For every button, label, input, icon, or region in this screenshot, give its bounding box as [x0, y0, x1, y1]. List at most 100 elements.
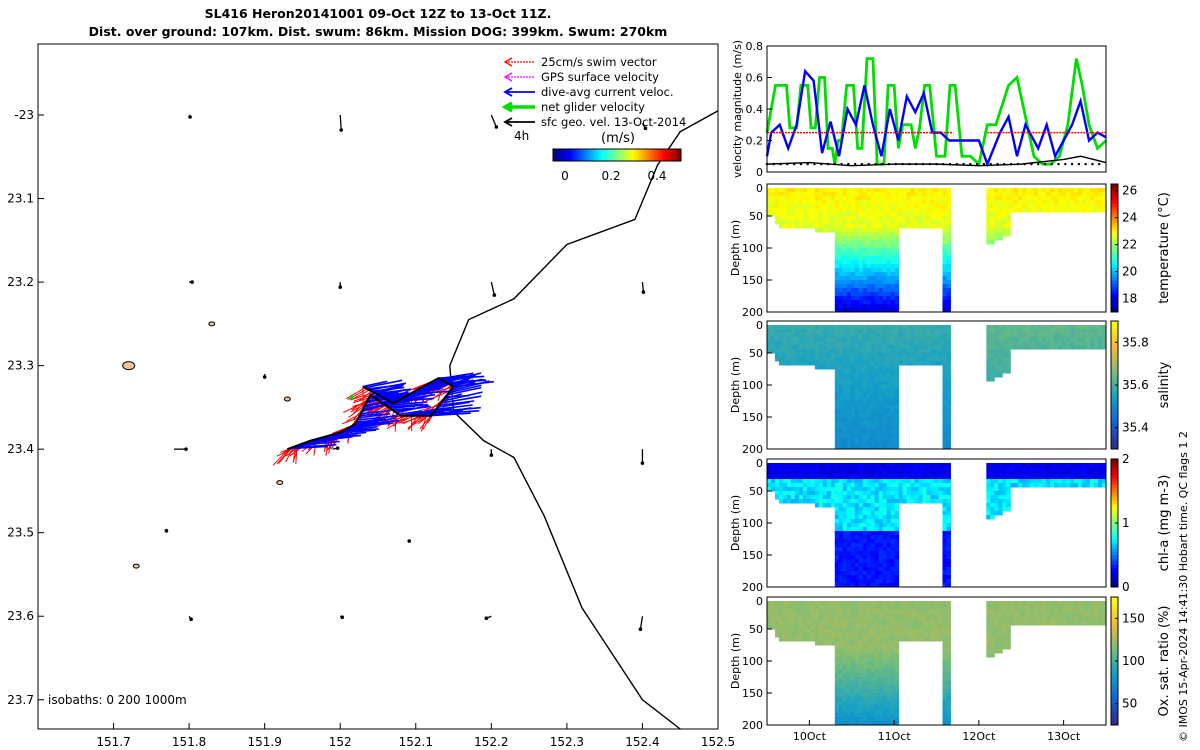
section-cell: [858, 445, 864, 449]
section-cell: [1018, 479, 1023, 484]
section-cell: [1026, 208, 1031, 213]
section-cell: [878, 357, 884, 362]
section-cell: [802, 188, 808, 193]
section-cell: [886, 621, 892, 626]
section-cell: [842, 256, 848, 261]
section-cell: [878, 192, 884, 197]
section-cell: [846, 503, 852, 508]
section-cell: [862, 385, 868, 390]
section-cell: [794, 479, 800, 484]
section-cell: [858, 216, 864, 221]
section-cell: [1086, 200, 1091, 205]
section-cell: [894, 292, 900, 297]
section-cell: [850, 381, 856, 386]
section-cell: [854, 665, 860, 670]
section-cell: [1058, 609, 1063, 614]
section-cell: [886, 543, 892, 548]
section-cell: [946, 717, 951, 722]
section-cell: [842, 308, 848, 312]
section-cell: [998, 345, 1003, 350]
section-cell: [994, 499, 999, 504]
section-cell: [822, 471, 828, 476]
section-colorbar-cell: [1111, 548, 1118, 553]
section-cell: [870, 212, 876, 217]
section-cell: [834, 413, 840, 418]
section-cell: [826, 329, 832, 334]
section-cell: [1090, 471, 1095, 476]
section-cell: [942, 345, 947, 350]
section-cell: [810, 475, 816, 480]
section-cell: [850, 236, 856, 241]
section-cell: [826, 475, 832, 480]
section-cell: [1002, 609, 1007, 614]
section-cell: [838, 637, 844, 642]
geo-speed-dot: [928, 162, 931, 166]
section-cell: [770, 341, 776, 346]
section-cell: [1054, 471, 1059, 476]
section-cell: [918, 605, 924, 610]
section-cell: [850, 665, 856, 670]
section-cell: [926, 621, 932, 626]
section-cell: [902, 357, 908, 362]
section-cell: [994, 228, 999, 233]
colorbar-cell: [629, 149, 632, 161]
section-cell: [794, 609, 800, 614]
section-cell: [1058, 208, 1063, 213]
section-cell: [866, 713, 872, 718]
swim-vector: [358, 390, 372, 402]
section-cell: [994, 325, 999, 330]
current-vector: [451, 379, 474, 387]
section-cell: [942, 361, 947, 366]
section-cell: [1074, 605, 1079, 610]
section-cell: [858, 401, 864, 406]
section-cell: [810, 224, 816, 229]
section-cell: [886, 252, 892, 257]
section-cell: [934, 192, 939, 197]
section-cell: [890, 212, 896, 217]
section-cell: [946, 567, 951, 572]
section-cell: [922, 475, 928, 480]
section-cell: [1058, 188, 1063, 193]
section-cell: [870, 605, 876, 610]
vel-y-tick-label: 0.8: [746, 40, 764, 53]
section-cell: [862, 613, 868, 618]
section-cell: [874, 677, 880, 682]
section-cell: [886, 673, 892, 678]
section-cell: [858, 601, 864, 606]
section-colorbar-cell: [1111, 349, 1118, 354]
section-cell: [1038, 200, 1043, 205]
section-cell: [874, 491, 880, 496]
section-cell: [850, 276, 856, 281]
section-cell: [818, 475, 824, 480]
section-cell: [874, 693, 880, 698]
section-cell: [946, 617, 951, 622]
section-cell: [886, 292, 892, 297]
section-cell: [866, 353, 872, 358]
section-cell: [770, 605, 776, 610]
section-cell: [846, 673, 852, 678]
section-cell: [862, 467, 868, 472]
section-cell: [1058, 483, 1063, 488]
section-cell: [914, 188, 920, 193]
section-cell: [862, 401, 868, 406]
section-cell: [998, 463, 1003, 468]
section-cell: [794, 499, 800, 504]
section-cell: [890, 713, 896, 718]
section-cell: [890, 288, 896, 293]
section-cell: [1042, 192, 1047, 197]
section-cell: [866, 196, 872, 201]
section-cell: [882, 507, 888, 512]
section-cell: [866, 515, 872, 520]
section-cell: [842, 677, 848, 682]
section-cell: [890, 551, 896, 556]
section-cell: [1054, 605, 1059, 610]
section-cell: [886, 264, 892, 269]
geo-speed-dot: [955, 162, 959, 166]
section-cell: [862, 677, 868, 682]
section-cell: [874, 224, 880, 229]
section-cell: [898, 345, 904, 350]
section-cell: [942, 633, 947, 638]
section-colorbar-cell: [1111, 497, 1118, 502]
section-cell: [862, 705, 868, 710]
